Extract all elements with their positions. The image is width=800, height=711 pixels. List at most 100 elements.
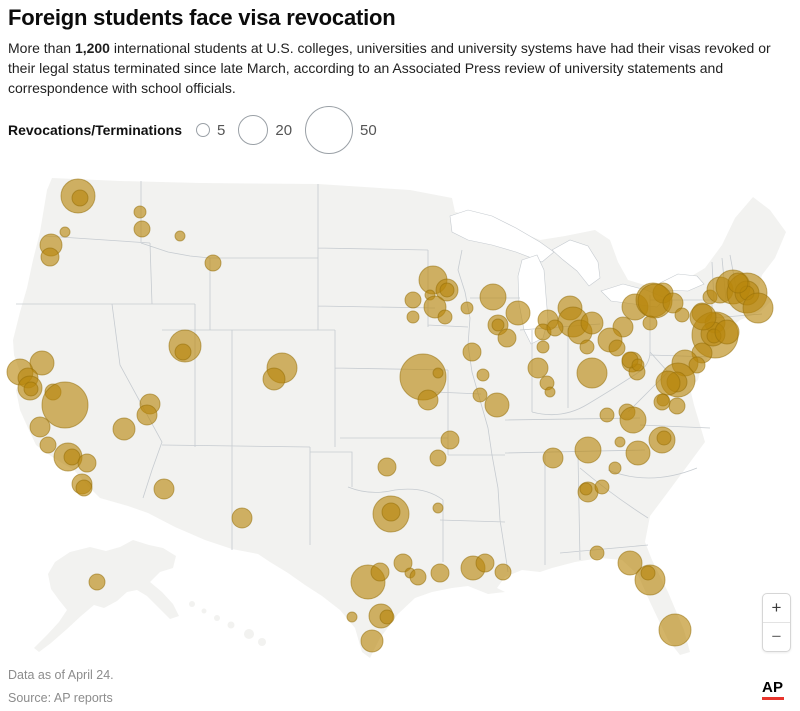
campus-bubble[interactable] [742, 292, 774, 324]
campus-bubble[interactable] [41, 381, 89, 429]
campus-bubble[interactable] [688, 356, 706, 374]
campus-bubble[interactable] [379, 609, 395, 625]
campus-bubble[interactable] [432, 367, 444, 379]
campus-bubble[interactable] [133, 205, 147, 219]
campus-bubble[interactable] [619, 406, 647, 434]
campus-bubble[interactable] [153, 478, 175, 500]
campus-bubble[interactable] [527, 357, 549, 379]
campus-bubble[interactable] [475, 553, 495, 573]
campus-bubble[interactable] [231, 507, 253, 529]
campus-bubble[interactable] [662, 292, 684, 314]
campus-bubble[interactable] [608, 339, 626, 357]
campus-bubble[interactable] [617, 550, 643, 576]
campus-bubble[interactable] [432, 502, 444, 514]
campus-bubble[interactable] [631, 358, 645, 372]
campus-bubble[interactable] [174, 343, 192, 361]
campus-bubble[interactable] [579, 339, 595, 355]
intro-prefix: More than [8, 40, 75, 56]
page-title: Foreign students face visa revocation [8, 5, 396, 30]
campus-bubble[interactable] [642, 315, 658, 331]
campus-bubble[interactable] [576, 357, 608, 389]
campus-bubble[interactable] [377, 457, 397, 477]
campus-bubble[interactable] [714, 319, 740, 345]
campus-bubble[interactable] [409, 568, 427, 586]
campus-bubble[interactable] [23, 381, 39, 397]
campus-bubble[interactable] [262, 367, 286, 391]
legend-value-20: 20 [275, 121, 293, 139]
campus-bubble[interactable] [437, 309, 453, 325]
continental-us-shape [13, 178, 786, 658]
campus-bubble[interactable] [479, 283, 507, 311]
campus-bubble[interactable] [77, 453, 97, 473]
campus-bubble[interactable] [29, 416, 51, 438]
campus-bubble[interactable] [536, 340, 550, 354]
campus-bubble[interactable] [505, 300, 531, 326]
campus-bubble[interactable] [491, 318, 505, 332]
campus-bubble[interactable] [472, 387, 488, 403]
campus-bubble[interactable] [655, 370, 681, 396]
campus-bubble[interactable] [599, 407, 615, 423]
campus-bubble[interactable] [579, 482, 593, 496]
ap-logo-redbar [762, 697, 784, 700]
campus-bubble[interactable] [668, 397, 686, 415]
campus-bubble[interactable] [656, 430, 672, 446]
campus-bubble[interactable] [476, 368, 490, 382]
campus-bubble[interactable] [494, 563, 512, 581]
campus-bubble[interactable] [674, 307, 690, 323]
campus-bubble[interactable] [71, 189, 89, 207]
legend-item-5: 5 [196, 122, 225, 139]
campus-bubble[interactable] [614, 436, 626, 448]
intro-count: 1,200 [74, 40, 110, 56]
campus-bubble[interactable] [658, 613, 692, 647]
campus-bubble[interactable] [462, 342, 482, 362]
campus-bubble[interactable] [39, 436, 57, 454]
campus-bubble[interactable] [381, 502, 401, 522]
source-note: Source: AP reports [8, 691, 113, 705]
campus-bubble[interactable] [406, 310, 420, 324]
campus-bubble[interactable] [59, 226, 71, 238]
campus-bubble[interactable] [417, 389, 439, 411]
legend-item-20: 20 [238, 115, 292, 145]
campus-bubble[interactable] [75, 479, 93, 497]
campus-bubble[interactable] [594, 479, 610, 495]
campus-bubble[interactable] [430, 563, 450, 583]
legend: Revocations/Terminations 5 20 50 [8, 106, 390, 154]
campus-bubble[interactable] [88, 573, 106, 591]
campus-bubble[interactable] [542, 447, 564, 469]
legend-circle-20 [238, 115, 269, 145]
campus-bubble[interactable] [640, 565, 656, 581]
campus-bubble[interactable] [484, 392, 510, 418]
map-zoom-control: + − [762, 593, 791, 652]
campus-bubble[interactable] [653, 393, 671, 411]
campus-bubble[interactable] [393, 553, 413, 573]
campus-bubble[interactable] [439, 282, 455, 298]
zoom-in-button[interactable]: + [771, 598, 782, 617]
zoom-out-button[interactable]: − [763, 622, 790, 651]
campus-bubble[interactable] [174, 230, 186, 242]
campus-bubble[interactable] [460, 301, 474, 315]
campus-bubble[interactable] [580, 311, 604, 335]
campus-bubble[interactable] [360, 629, 384, 653]
campus-bubble[interactable] [370, 562, 390, 582]
campus-bubble[interactable] [404, 291, 422, 309]
campus-bubble[interactable] [429, 449, 447, 467]
campus-bubble[interactable] [440, 430, 460, 450]
campus-bubble[interactable] [346, 611, 358, 623]
legend-circle-50 [305, 106, 354, 154]
campus-bubble[interactable] [136, 404, 158, 426]
campus-bubble[interactable] [40, 247, 60, 267]
campus-bubble[interactable] [204, 254, 222, 272]
campus-bubble[interactable] [112, 417, 136, 441]
campus-bubble[interactable] [625, 440, 651, 466]
campus-bubble[interactable] [574, 436, 602, 464]
campus-bubble[interactable] [608, 461, 622, 475]
campus-bubble[interactable] [544, 386, 556, 398]
campus-bubble[interactable] [497, 328, 517, 348]
bubble-layer [6, 178, 774, 653]
campus-bubble[interactable] [589, 545, 605, 561]
campus-bubble[interactable] [546, 319, 564, 337]
campus-bubble[interactable] [689, 303, 717, 331]
campus-bubble[interactable] [727, 272, 749, 294]
campus-bubble[interactable] [133, 220, 151, 238]
